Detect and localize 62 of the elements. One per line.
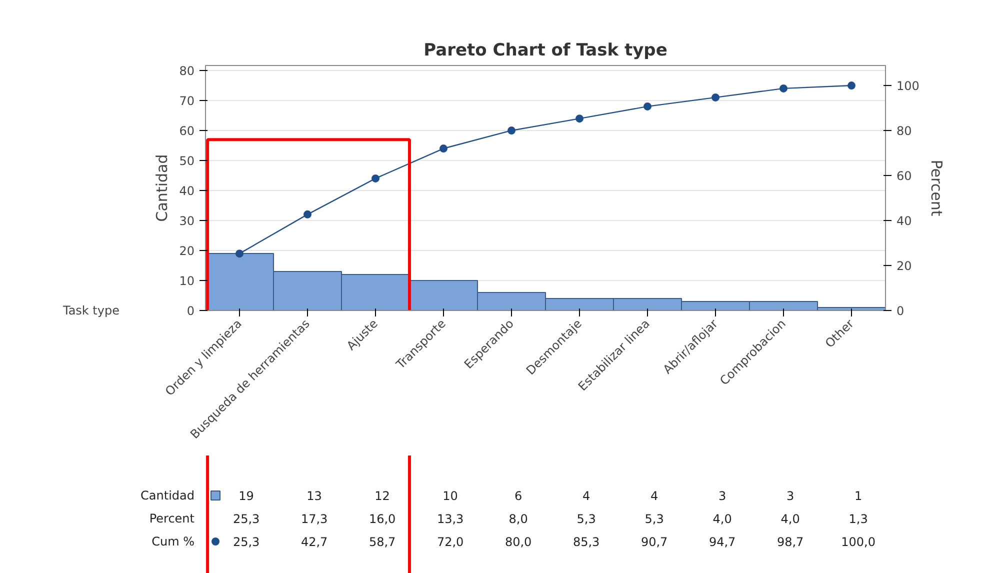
- point: [508, 126, 516, 135]
- data-label: 98,7: [776, 535, 804, 549]
- y2-tick-label: 20: [896, 259, 912, 274]
- data-label: 19: [238, 489, 254, 503]
- data-label: 10: [442, 489, 458, 503]
- legend-label: Cum %: [152, 534, 194, 548]
- text: 16,0: [368, 512, 396, 526]
- y-tick-label: 80: [179, 64, 195, 78]
- point: [780, 84, 788, 92]
- point: [236, 250, 244, 258]
- point: [440, 144, 448, 153]
- data-label: 90,7: [640, 535, 668, 549]
- x-axis-title: Task type: [62, 304, 120, 318]
- data-label: 25,3: [232, 535, 260, 549]
- data-label: 4: [582, 489, 590, 503]
- text: Percent: [149, 512, 195, 526]
- point: [712, 93, 720, 102]
- text: 8,0: [508, 512, 528, 526]
- data-label: 94,7: [708, 535, 736, 549]
- y2-tick-label: 40: [896, 214, 912, 228]
- point: [848, 82, 856, 90]
- data-label: 6: [514, 489, 522, 503]
- legend-label: Cantidad: [140, 488, 195, 502]
- data-label: 12: [374, 489, 390, 503]
- y-tick-label: 20: [179, 244, 195, 258]
- y2-tick-label: 0: [896, 304, 904, 318]
- data-label: 3: [718, 489, 726, 503]
- point: [304, 210, 312, 218]
- text: 4,0: [712, 512, 732, 526]
- y-tick-label: 50: [179, 154, 195, 168]
- text: 13,3: [436, 512, 464, 526]
- text: 5,3: [576, 512, 596, 526]
- y2-axis-title: Percent: [927, 160, 946, 216]
- data-label: 85,3: [572, 535, 600, 549]
- text: 5,3: [644, 512, 664, 526]
- data-label: 58,7: [368, 535, 396, 549]
- data-label: 100,0: [841, 535, 876, 549]
- y-tick-label: 60: [179, 124, 195, 138]
- text: 4,0: [780, 512, 800, 526]
- y-tick-label: 30: [179, 214, 195, 228]
- text: 17,3: [300, 512, 328, 526]
- data-label: 13: [306, 489, 322, 503]
- data-label: 42,7: [300, 535, 328, 549]
- data-label: 4: [650, 489, 658, 503]
- y-tick-label: 0: [186, 304, 195, 318]
- point: [576, 114, 584, 123]
- chart-title: Pareto Chart of Task type: [424, 40, 668, 60]
- y2-tick-label: 60: [896, 169, 912, 184]
- data-label: 72,0: [436, 535, 464, 549]
- y-tick-label: 70: [179, 94, 195, 108]
- y-tick-label: 10: [179, 274, 195, 288]
- y2-tick-label: 100: [896, 79, 920, 94]
- data-label: 1: [854, 489, 862, 503]
- point: [372, 174, 380, 182]
- y-axis-title: Cantidad: [153, 154, 172, 222]
- data-label: 3: [786, 489, 794, 503]
- text: 25,3: [232, 512, 260, 526]
- y-tick-label: 40: [179, 184, 195, 198]
- point: [644, 102, 652, 110]
- y2-tick-label: 80: [896, 124, 912, 138]
- text: 1,3: [848, 512, 868, 526]
- data-label: 80,0: [504, 535, 532, 549]
